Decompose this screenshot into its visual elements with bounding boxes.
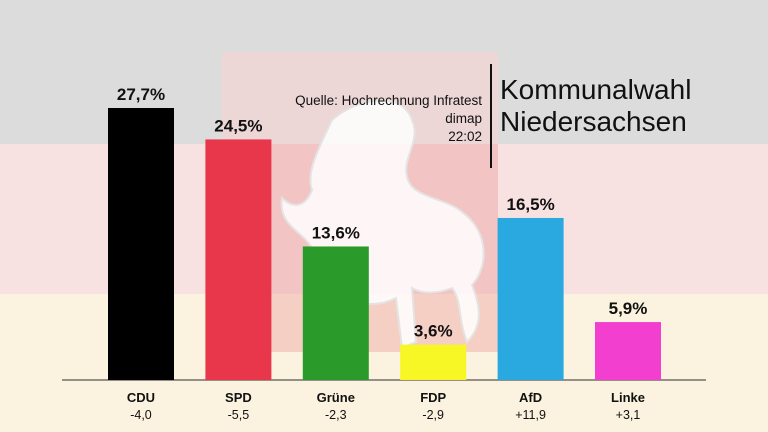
category-label-afd: AfD — [519, 390, 542, 405]
value-label-linke: 5,9% — [609, 299, 648, 318]
bar-spd — [205, 139, 272, 380]
change-label-spd: -5,5 — [228, 408, 250, 422]
source-note: Quelle: Hochrechnung Infratest dimap 22:… — [252, 92, 482, 146]
value-label-spd: 24,5% — [214, 116, 262, 135]
category-label-grüne: Grüne — [317, 390, 355, 405]
change-label-fdp: -2,9 — [422, 408, 444, 422]
bar-cdu — [108, 108, 174, 380]
source-line-1: Quelle: Hochrechnung Infratest — [295, 93, 482, 108]
source-line-2: dimap — [445, 111, 482, 126]
change-label-cdu: -4,0 — [130, 408, 152, 422]
bar-afd — [497, 217, 564, 380]
category-label-spd: SPD — [225, 390, 252, 405]
bar-grüne — [302, 246, 369, 380]
value-label-afd: 16,5% — [506, 195, 554, 214]
chart-title-line-2: Niedersachsen — [500, 106, 687, 137]
source-time: 22:02 — [448, 129, 482, 144]
change-label-grüne: -2,3 — [325, 408, 347, 422]
change-label-afd: +11,9 — [515, 408, 546, 422]
chart-title-line-1: Kommunalwahl — [500, 74, 692, 105]
value-label-fdp: 3,6% — [414, 322, 453, 341]
title-block: Kommunalwahl Niedersachsen — [490, 64, 691, 168]
value-label-grüne: 13,6% — [312, 223, 360, 242]
category-label-fdp: FDP — [420, 390, 446, 405]
change-label-linke: +3,1 — [616, 408, 641, 422]
bar-linke — [595, 322, 661, 380]
value-label-cdu: 27,7% — [117, 85, 165, 104]
category-label-linke: Linke — [611, 390, 645, 405]
bar-fdp — [400, 344, 467, 380]
category-label-cdu: CDU — [127, 390, 155, 405]
